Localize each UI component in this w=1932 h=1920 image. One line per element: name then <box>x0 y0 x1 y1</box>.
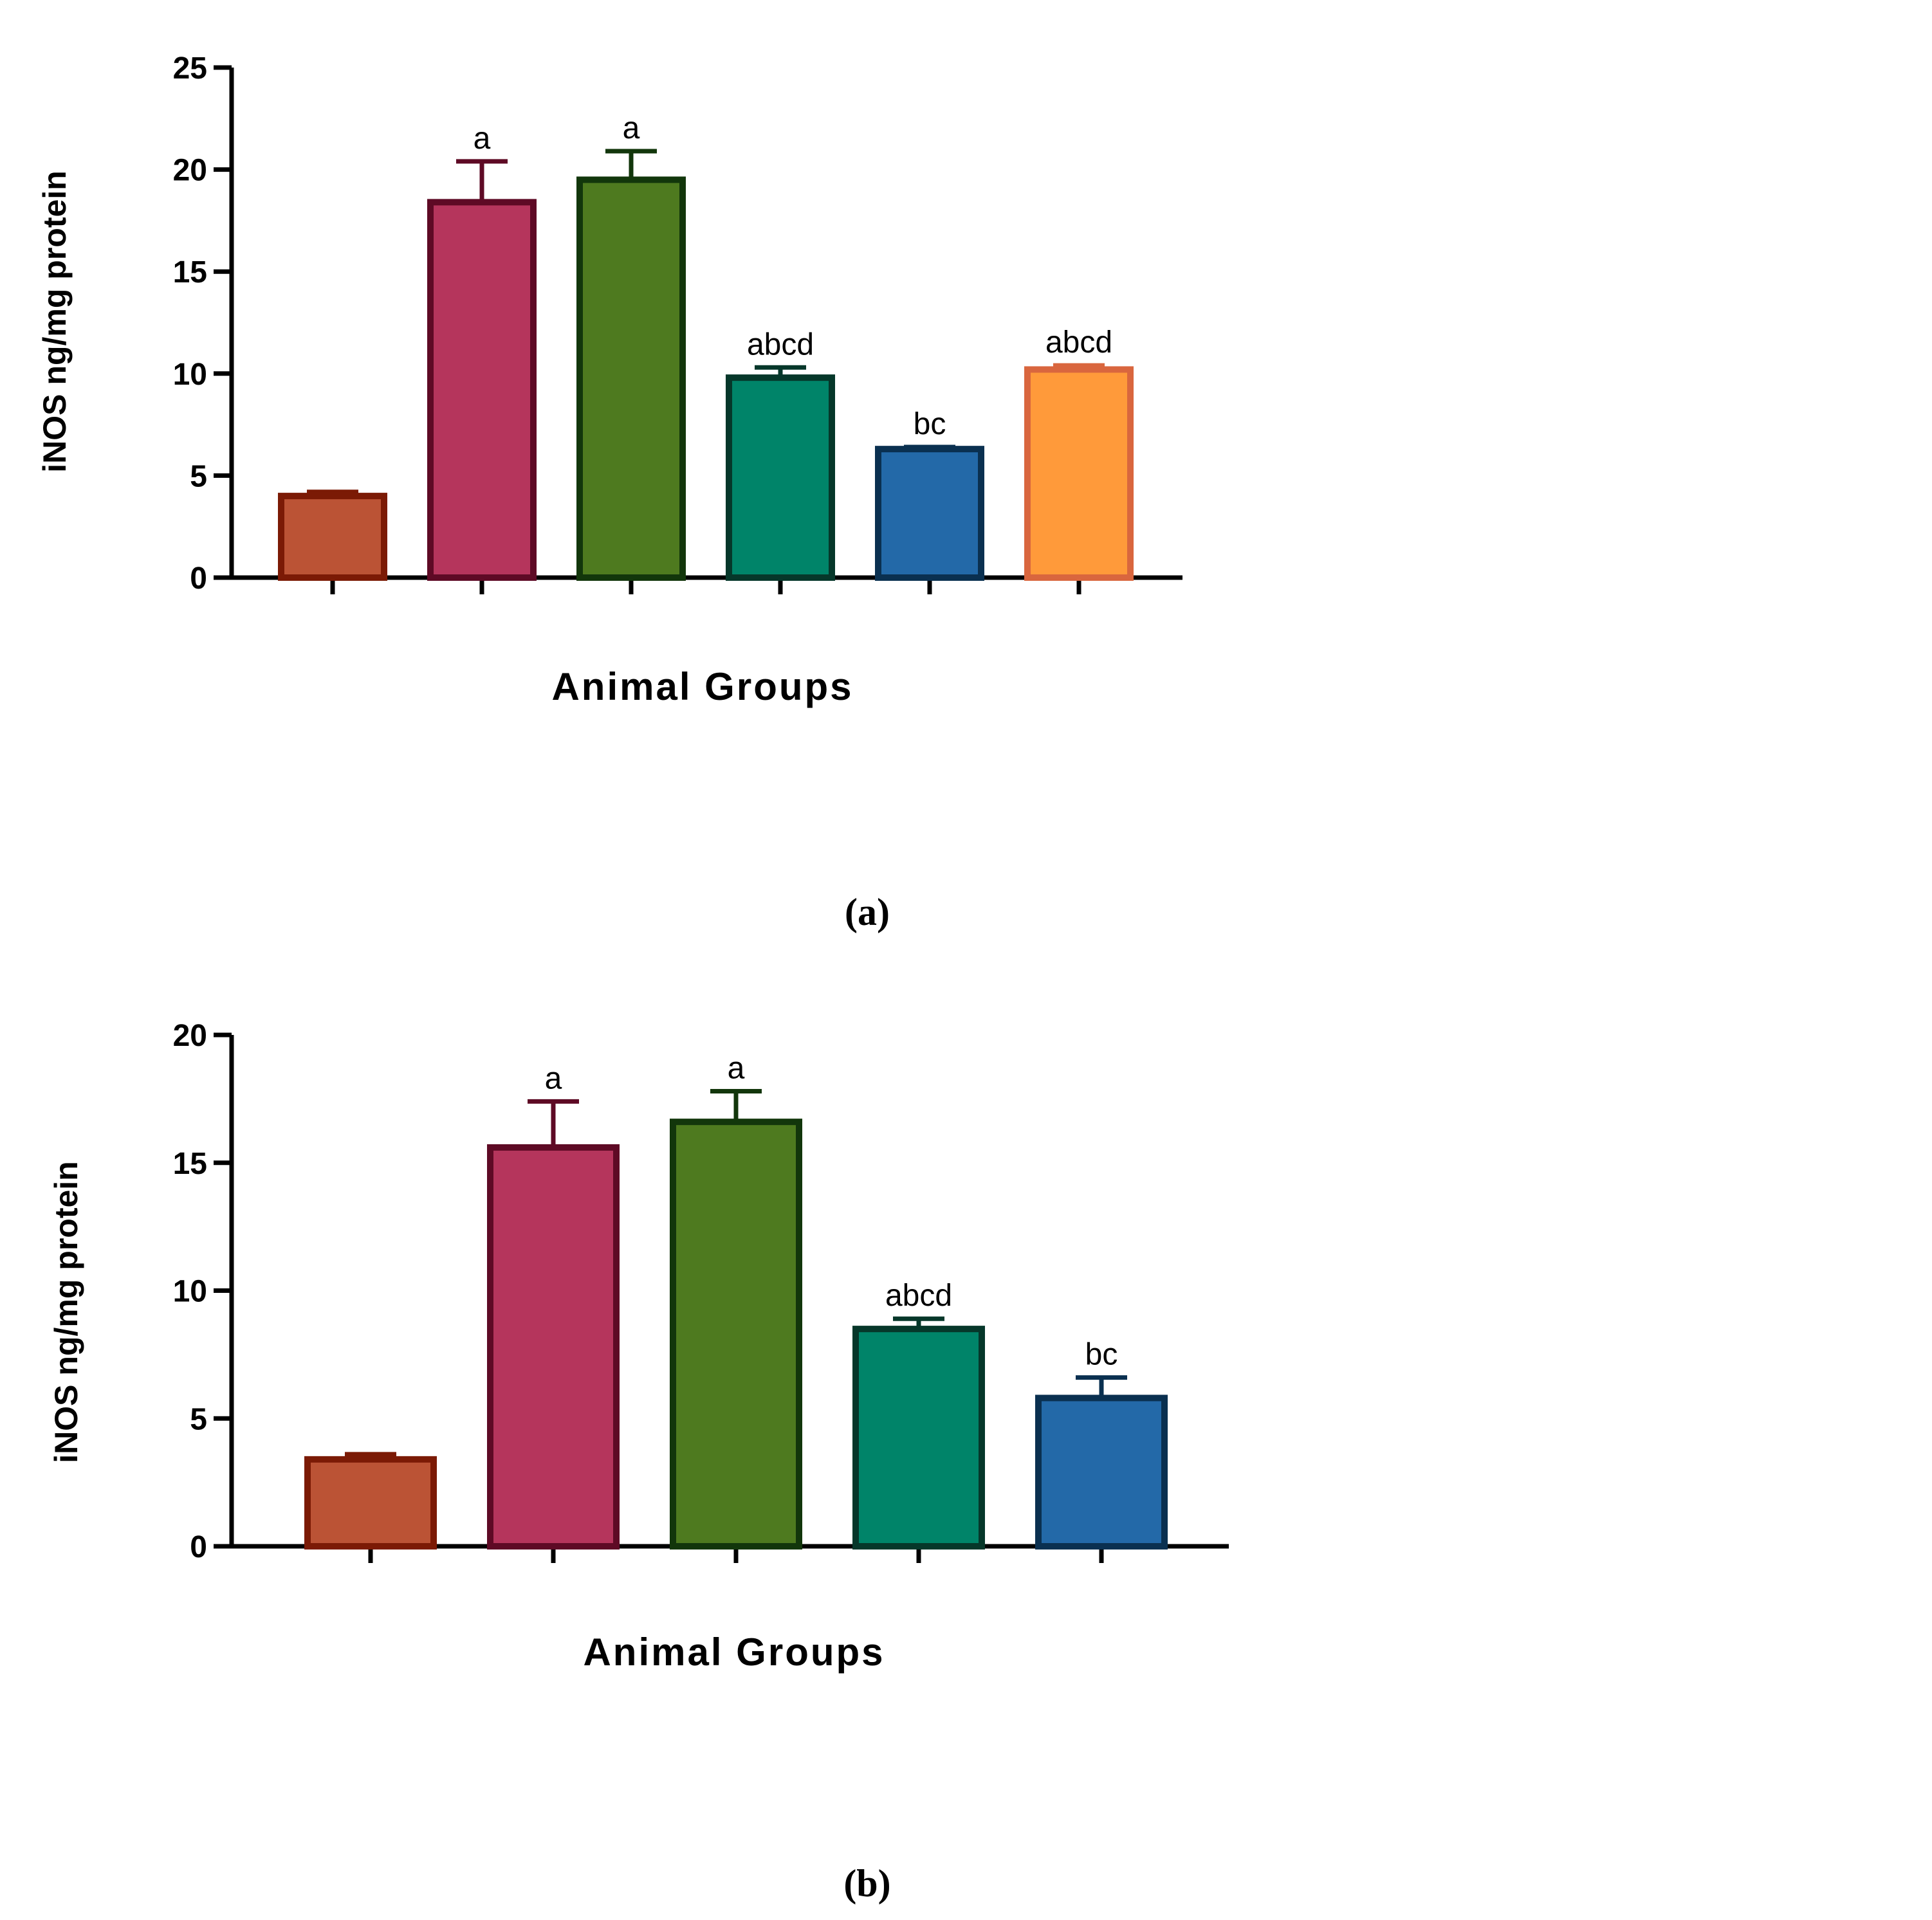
panel-a-axes: 0 5 10 15 20 25 <box>173 51 1182 596</box>
y-tick-label: 0 <box>190 562 207 596</box>
bar <box>427 199 537 581</box>
y-tick-label: 10 <box>173 358 207 392</box>
y-tick-label: 10 <box>173 1275 207 1309</box>
bar <box>304 1456 437 1550</box>
bar <box>875 446 984 581</box>
panel-b-bars: a a abcd bc <box>304 1051 1168 1550</box>
bar <box>670 1119 802 1550</box>
y-tick-label: 25 <box>173 51 207 86</box>
significance-label: abcd <box>747 327 814 361</box>
significance-label: abcd <box>885 1279 952 1313</box>
significance-label: abcd <box>1045 325 1112 360</box>
bar <box>1024 366 1134 581</box>
panel-a-x-axis-label: Animal Groups <box>551 665 853 708</box>
y-tick-label: 5 <box>190 459 207 493</box>
y-tick-label: 5 <box>190 1402 207 1436</box>
bar <box>726 374 835 581</box>
panel-a-bars: a a abcd bc abcd <box>278 111 1134 581</box>
panel-a-chart: 0 5 10 15 20 25 a a abcd bc abcd iNOS ng/mg prote… <box>37 51 1182 933</box>
y-tick-label: 20 <box>173 154 207 188</box>
panel-a-y-axis-label: iNOS ng/mg protein <box>37 170 73 472</box>
y-tick-label: 15 <box>173 255 207 289</box>
panel-b-x-axis-label: Animal Groups <box>583 1631 885 1674</box>
panel-a-label: (a) <box>845 891 890 933</box>
significance-label: a <box>474 122 491 156</box>
significance-label: a <box>545 1061 562 1095</box>
y-tick-label: 20 <box>173 1019 207 1053</box>
bar <box>1035 1394 1168 1550</box>
bar <box>852 1326 985 1550</box>
panel-b-label: (b) <box>843 1862 890 1905</box>
bar <box>576 176 686 581</box>
significance-label: a <box>728 1051 745 1085</box>
y-tick-label: 15 <box>173 1147 207 1181</box>
y-tick-label: 0 <box>190 1530 207 1564</box>
panel-b-chart: 0 5 10 15 20 a a abcd bc iNOS ng/mg protein Ani… <box>48 1019 1229 1905</box>
significance-label: bc <box>1085 1338 1118 1372</box>
panel-b-y-axis-label: iNOS ng/mg protein <box>48 1161 84 1463</box>
bar <box>487 1144 620 1550</box>
significance-label: a <box>623 111 640 145</box>
significance-label: bc <box>914 407 946 441</box>
bar <box>278 493 387 581</box>
